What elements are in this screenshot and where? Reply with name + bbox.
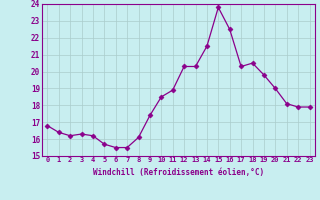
- X-axis label: Windchill (Refroidissement éolien,°C): Windchill (Refroidissement éolien,°C): [93, 168, 264, 177]
